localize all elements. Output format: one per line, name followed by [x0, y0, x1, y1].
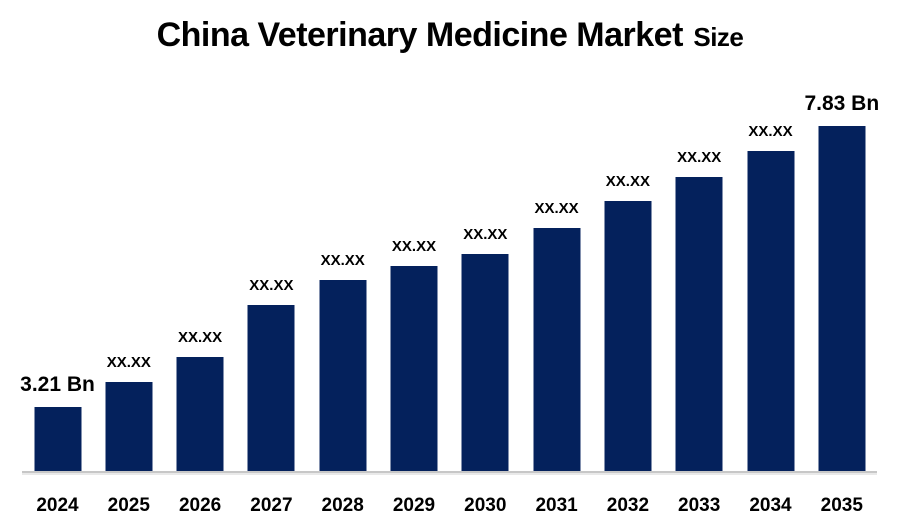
- x-axis-line: [22, 471, 877, 475]
- bar-2030: [461, 254, 509, 471]
- chart-title: China Veterinary Medicine Market Size: [0, 14, 900, 63]
- chart-title-main: China Veterinary Medicine Market: [156, 16, 684, 54]
- x-axis-label-2031: 2031: [535, 495, 578, 516]
- x-axis-label-2035: 2035: [820, 495, 863, 516]
- bar-value-label-2032: XX.XX: [605, 173, 650, 190]
- bar-2028: [319, 280, 367, 471]
- bar-2035: [818, 126, 866, 471]
- bar-value-label-2029: XX.XX: [391, 238, 437, 255]
- x-axis-label-2030: 2030: [464, 495, 507, 516]
- chart-title-suffix: Size: [693, 22, 744, 52]
- bar-group-2028: XX.XX 2028: [307, 0, 378, 525]
- bar-2032: [604, 201, 652, 471]
- bar-value-label-2026: XX.XX: [178, 329, 223, 346]
- bar-value-label-2027: XX.XX: [249, 277, 294, 294]
- bar-2033: [675, 177, 723, 471]
- x-axis-label-2025: 2025: [107, 495, 150, 516]
- bar-group-2029: XX.XX 2029: [379, 0, 450, 525]
- bar-2034: [747, 151, 794, 471]
- bar-value-label-2033: XX.XX: [677, 149, 722, 166]
- x-axis-label-2033: 2033: [678, 495, 721, 516]
- x-axis-label-2034: 2034: [749, 495, 792, 516]
- bar-value-label-2031: XX.XX: [534, 200, 579, 217]
- bar-value-label-2024: 3.21 Bn: [20, 373, 95, 396]
- bar-2027: [247, 305, 295, 471]
- bar-group-2026: XX.XX 2026: [165, 0, 236, 525]
- bar-value-label-2035: 7.83 Bn: [804, 92, 880, 115]
- bar-2031: [533, 228, 581, 471]
- bar-group-2032: XX.XX 2032: [592, 0, 663, 525]
- x-axis-label-2028: 2028: [321, 495, 364, 516]
- bar-2026: [176, 357, 224, 471]
- x-axis-label-2032: 2032: [606, 495, 650, 516]
- bar-group-2031: XX.XX 2031: [521, 0, 592, 525]
- x-axis-label-2027: 2027: [250, 495, 293, 516]
- x-axis-label-2024: 2024: [36, 495, 79, 516]
- bar-group-2024: 3.21 Bn 2024: [20, 0, 95, 525]
- bar-group-2034: XX.XX 2034: [735, 0, 806, 525]
- bar-group-2027: XX.XX 2027: [236, 0, 307, 525]
- bar-2025: [105, 382, 153, 471]
- bar-value-label-2030: XX.XX: [463, 226, 508, 243]
- x-axis-label-2026: 2026: [178, 495, 222, 516]
- bar-group-2033: XX.XX 2033: [664, 0, 735, 525]
- bar-group-2030: XX.XX 2030: [450, 0, 521, 525]
- bar-value-label-2025: XX.XX: [106, 354, 151, 371]
- bar-2024: [34, 407, 81, 471]
- bar-group-2035: 7.83 Bn 2035: [804, 0, 880, 525]
- bar-group-2025: XX.XX 2025: [93, 0, 164, 525]
- bar-2029: [390, 266, 438, 471]
- bar-value-label-2034: XX.XX: [748, 123, 793, 140]
- x-axis-label-2029: 2029: [392, 495, 436, 516]
- bar-value-label-2028: XX.XX: [320, 252, 365, 269]
